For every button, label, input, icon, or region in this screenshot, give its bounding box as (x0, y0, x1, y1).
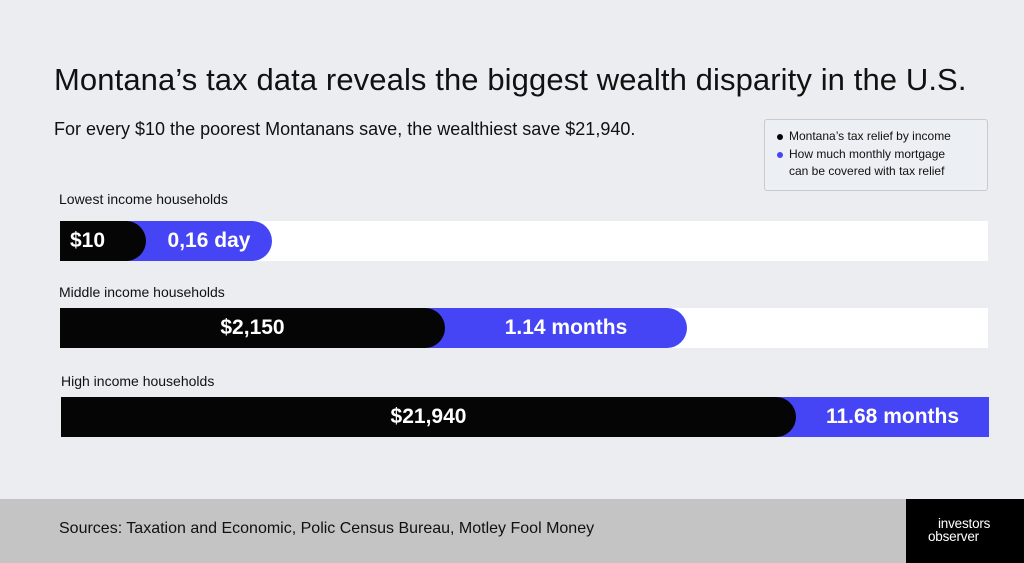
logo-line-2: observer (928, 529, 979, 544)
bar-blue-middle: 1.14 months (425, 308, 687, 348)
chart-subtitle: For every $10 the poorest Montanans save… (54, 119, 636, 139)
legend-label-mortgage-line1: How much monthly mortgage (789, 147, 946, 161)
bar-black-lowest: $10 (60, 221, 146, 261)
legend-item-tax-relief: Montana’s tax relief by income (777, 128, 977, 145)
legend: Montana’s tax relief by income How much … (764, 119, 988, 191)
bar-label-blue-middle: 1.14 months (504, 316, 628, 339)
legend-item-mortgage: How much monthly mortgage can be covered… (777, 146, 977, 180)
row-label-middle: Middle income households (59, 284, 225, 300)
footer: Sources: Taxation and Economic, Polic Ce… (0, 499, 906, 563)
sources-text: Sources: Taxation and Economic, Polic Ce… (59, 520, 595, 537)
legend-label-tax-relief: Montana’s tax relief by income (789, 129, 951, 143)
legend-dot-blue (777, 152, 783, 158)
row-label-high: High income households (61, 373, 215, 389)
bar-label-blue-high: 11.68 months (825, 405, 960, 428)
bar-blue-high: 11.68 months (776, 397, 989, 437)
bar-track-high: 11.68 months $21,940 (61, 397, 989, 437)
bar-black-middle: $2,150 (60, 308, 445, 348)
bar-track-middle: 1.14 months $2,150 (60, 308, 988, 348)
logo-line-1: investors (938, 516, 991, 531)
bar-label-black-high: $21,940 (390, 405, 467, 428)
row-label-lowest: Lowest income households (59, 191, 228, 207)
bar-label-blue-lowest: 0,16 day (167, 229, 251, 252)
chart-title: Montana’s tax data reveals the biggest w… (54, 62, 967, 97)
bar-blue-lowest: 0,16 day (126, 221, 272, 261)
investors-observer-logo: investors observer (906, 499, 1024, 563)
legend-dot-black (777, 134, 783, 140)
bar-label-black-middle: $2,150 (220, 316, 285, 339)
bar-black-high: $21,940 (61, 397, 796, 437)
bar-label-black-lowest: $10 (70, 229, 106, 252)
bar-track-lowest: 0,16 day $10 (60, 221, 988, 261)
legend-label-mortgage-line2: can be covered with tax relief (789, 164, 945, 178)
